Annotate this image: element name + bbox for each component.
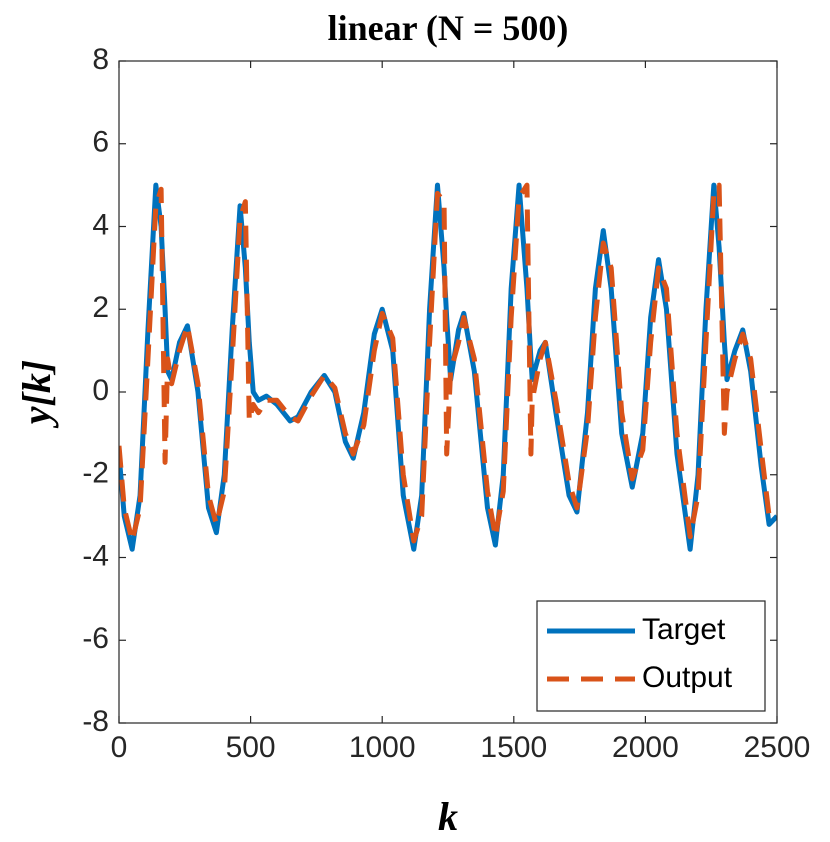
line-series [119,182,777,544]
legend-box [536,600,766,712]
x-tick-label: 2000 [612,731,679,764]
y-tick-label: -4 [82,539,109,572]
x-tick-label: 500 [226,731,276,764]
x-axis-label: k [438,794,458,839]
y-tick-label: -2 [82,457,109,490]
plot-frame [118,60,778,724]
chart-title: linear (N = 500) [328,8,569,48]
y-tick-label: 4 [92,208,109,241]
legend-label: Target [642,613,726,646]
y-tick-label: 0 [92,374,109,407]
y-tick-label: 6 [92,126,109,159]
y-tick-label: -8 [82,705,109,738]
y-tick-label: 2 [92,291,109,324]
legend-label: Output [642,661,733,694]
x-tick-label: 0 [111,731,128,764]
x-tick-label: 1500 [480,731,547,764]
y-tick-label: 8 [92,43,109,76]
y-axis-label: y[k] [14,360,59,428]
x-tick-label: 1000 [349,731,416,764]
y-tick-label: -6 [82,622,109,655]
x-tick-label: 2500 [744,731,811,764]
line-series [119,182,777,552]
